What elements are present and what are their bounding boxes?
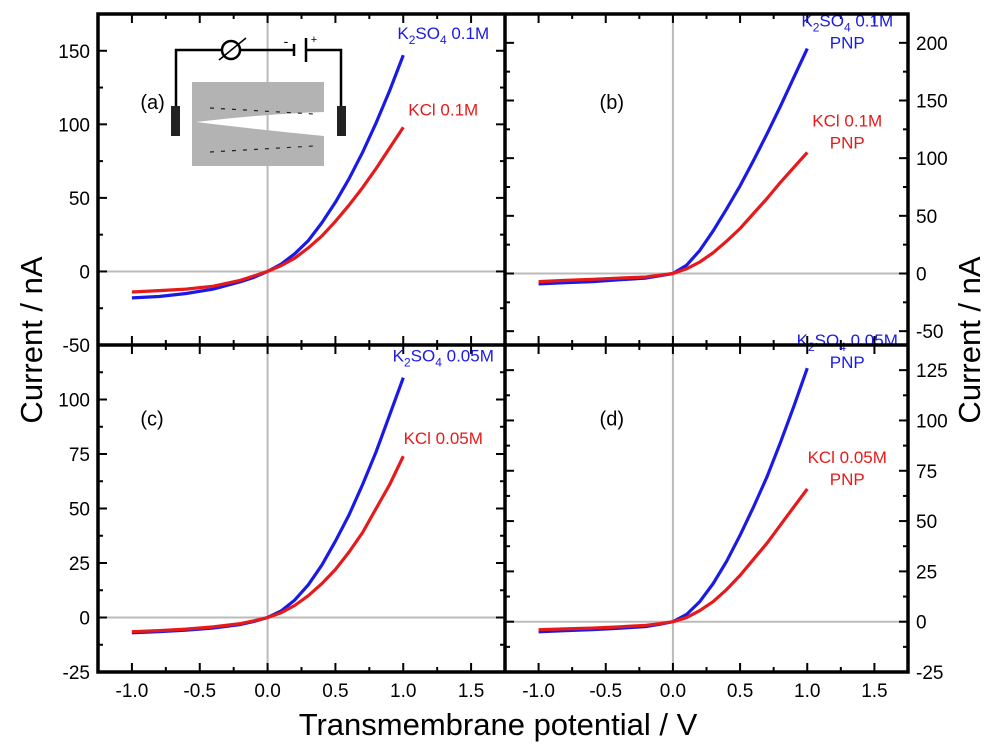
series-label: KCl 0.05M [808, 448, 887, 467]
panel-label: (c) [140, 409, 163, 431]
x-tick-label: -1.0 [522, 681, 555, 702]
series-label-model: PNP [830, 133, 865, 152]
battery-plus-label: + [311, 34, 317, 46]
x-tick-label: 1.0 [794, 681, 820, 702]
y-tick-label: 0 [916, 264, 927, 285]
y-tick-label: 0 [79, 609, 90, 630]
series-label: K2SO4 0.1M [397, 24, 489, 47]
membrane-top [192, 82, 324, 100]
circuit-wire [306, 48, 343, 106]
y-tick-label: 125 [916, 361, 948, 382]
y-tick-label: 200 [916, 34, 948, 55]
x-tick-label: 1.5 [458, 681, 484, 702]
panel-c: -1.0 -0.5 0.0 0.5 1.0 1.5 -25 0 25 50 75 100 K2SO4 0… [58, 344, 506, 702]
x-tick-label: 1.5 [861, 681, 887, 702]
y-axis-title-left: Current / nA [14, 256, 49, 423]
figure-frame [96, 12, 910, 674]
y-tick-label: 25 [69, 554, 90, 575]
ammeter-needle [218, 37, 247, 61]
y-tick-label: -50 [63, 336, 90, 357]
series-line-kcl [131, 126, 405, 294]
x-tick-label: 0.0 [660, 681, 686, 702]
electrode-icon [337, 106, 346, 136]
y-axis-title-right: Current / nA [952, 256, 987, 423]
x-tick-label: -1.0 [116, 681, 149, 702]
conical-nanopore-icon [192, 100, 324, 148]
series-label: KCl 0.05M [404, 429, 483, 448]
panel-label: (a) [140, 92, 164, 114]
series-label: K2SO4 0.05M [797, 331, 898, 354]
series-label: KCl 0.1M [812, 111, 882, 130]
series-label-model: PNP [830, 470, 865, 489]
panel-a: -50 0 50 100 150 K2SO4 0.1M KCl 0.1M (a) [58, 13, 506, 357]
outer-border [96, 12, 910, 674]
y-tick-label: -25 [63, 663, 90, 684]
series-label: K2SO4 0.1M [801, 12, 893, 35]
circuit-wire [174, 48, 222, 106]
series-line-kcl [538, 487, 809, 632]
y-tick-label: 100 [58, 391, 90, 412]
y-tick-label: 150 [58, 42, 90, 63]
x-tick-label: -0.5 [589, 681, 622, 702]
panel-label: (b) [600, 92, 624, 114]
x-axis-title: Transmembrane potential / V [299, 707, 698, 742]
series-label: KCl 0.1M [408, 100, 478, 119]
y-tick-label: 100 [916, 411, 948, 432]
series-label-model: PNP [830, 353, 865, 372]
y-tick-label: 100 [916, 149, 948, 170]
x-tick-label: 1.0 [390, 681, 416, 702]
x-tick-label: 0.5 [727, 681, 753, 702]
membrane-bottom [192, 148, 324, 166]
y-tick-label: 0 [916, 613, 927, 634]
y-tick-label: 25 [916, 562, 937, 583]
y-tick-label: -25 [916, 663, 943, 684]
x-tick-label: 0.0 [254, 681, 280, 702]
electrode-icon [171, 106, 180, 136]
series-label-model: PNP [830, 34, 865, 53]
series-line-k2so4 [538, 47, 809, 286]
y-tick-label: 50 [69, 500, 90, 521]
y-tick-label: 75 [69, 445, 90, 466]
series-line-kcl [131, 455, 405, 634]
y-tick-label: 50 [916, 207, 937, 228]
x-tick-label: -0.5 [183, 681, 216, 702]
series-line-k2so4 [131, 54, 405, 300]
circuit-inset: - + [171, 33, 346, 166]
panel-d: -1.0 -0.5 0.0 0.5 1.0 1.5 -25 0 25 50 75 100 125 K2SO… [504, 331, 948, 702]
y-tick-label: -50 [916, 322, 943, 343]
x-tick-label: 0.5 [322, 681, 348, 702]
y-tick-label: 75 [916, 462, 937, 483]
series-label: K2SO4 0.05M [393, 347, 494, 370]
y-tick-label: 0 [79, 262, 90, 283]
y-tick-label: 50 [916, 512, 937, 533]
y-tick-label: 100 [58, 115, 90, 136]
battery-minus-label: - [284, 33, 289, 49]
y-tick-label: 150 [916, 91, 948, 112]
series-line-kcl [538, 151, 809, 284]
panel-label: (d) [600, 409, 624, 431]
y-tick-label: 50 [69, 189, 90, 210]
